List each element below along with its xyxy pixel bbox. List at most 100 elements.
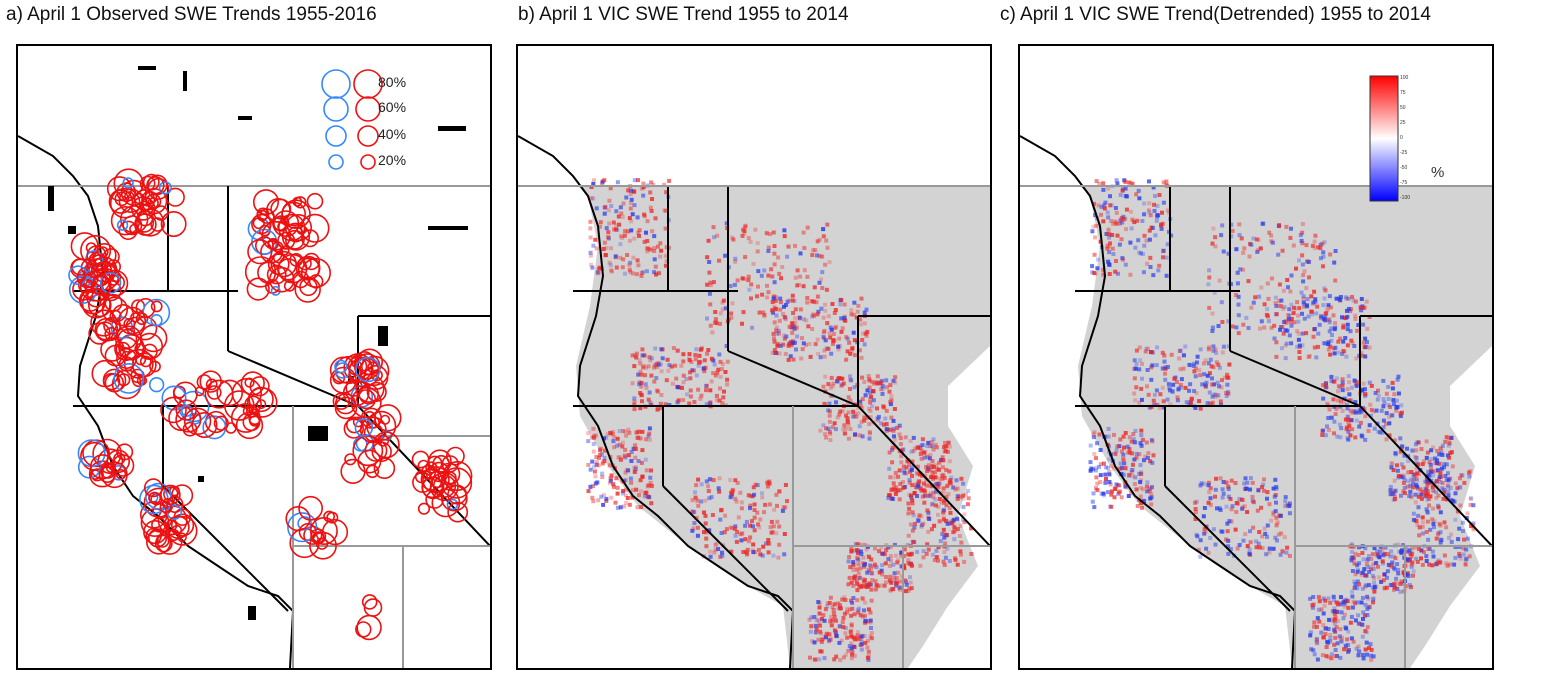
trend-pixel (1258, 326, 1262, 331)
trend-pixel (1414, 456, 1419, 460)
trend-pixel (622, 233, 627, 238)
trend-circle (159, 500, 172, 514)
trend-circle (161, 385, 187, 411)
trend-pixel (958, 524, 963, 528)
trend-pixel (1206, 361, 1211, 366)
trend-pixel (708, 302, 713, 307)
trend-circle (90, 468, 104, 482)
trend-pixel (859, 552, 864, 557)
trend-pixel (602, 436, 606, 441)
trend-pixel (1132, 220, 1137, 225)
trend-pixel (944, 533, 949, 537)
trend-pixel (774, 492, 779, 497)
trend-pixel (1142, 243, 1147, 248)
trend-circle (427, 449, 452, 474)
trend-pixel (782, 552, 787, 557)
trend-pixel (1382, 572, 1387, 577)
trend-pixel (856, 571, 861, 576)
trend-pixel (948, 480, 953, 485)
trend-pixel (853, 414, 858, 419)
trend-pixel (1334, 625, 1339, 630)
trend-pixel (702, 530, 706, 535)
trend-pixel (1332, 642, 1337, 647)
trend-pixel (931, 495, 936, 500)
trend-pixel (1094, 475, 1099, 480)
trend-pixel (652, 249, 657, 253)
trend-pixel (1359, 409, 1364, 414)
trend-pixel (958, 549, 963, 554)
trend-pixel (636, 178, 640, 183)
colorbar-tick-label: -100 (1400, 195, 1410, 201)
trend-pixel (839, 638, 844, 643)
trend-circle (357, 449, 382, 474)
trend-pixel (816, 600, 821, 604)
trend-pixel (1181, 366, 1186, 371)
trend-pixel (1202, 531, 1207, 536)
trend-pixel (1310, 312, 1315, 317)
trend-pixel (1393, 585, 1397, 590)
trend-pixel (717, 258, 721, 263)
trend-pixel (855, 309, 860, 314)
trend-pixel (717, 352, 722, 357)
trend-pixel (1168, 388, 1172, 393)
trend-pixel (696, 387, 701, 392)
trend-pixel (1300, 253, 1305, 258)
trend-pixel (1314, 624, 1319, 629)
trend-pixel (1262, 477, 1266, 482)
trend-pixel (1278, 552, 1283, 557)
trend-pixel (632, 402, 637, 407)
trend-pixel (1442, 462, 1447, 467)
trend-pixel (634, 447, 638, 451)
trend-circle (175, 399, 197, 421)
trend-pixel (1398, 411, 1403, 416)
trend-pixel (1458, 503, 1463, 508)
trend-pixel (830, 384, 835, 389)
trend-pixel (1360, 551, 1365, 555)
trend-pixel (1395, 468, 1400, 473)
trend-pixel (1127, 435, 1132, 440)
trend-pixel (1332, 260, 1337, 265)
trend-pixel (926, 510, 931, 515)
trend-pixel (1350, 605, 1355, 610)
trend-pixel (860, 375, 865, 380)
trend-pixel (891, 428, 896, 433)
trend-pixel (636, 429, 641, 434)
trend-pixel (586, 431, 591, 436)
trend-pixel (858, 317, 863, 322)
trend-pixel (848, 387, 852, 391)
trend-pixel (1329, 374, 1334, 379)
trend-pixel (758, 552, 763, 557)
trend-pixel (1296, 337, 1301, 342)
trend-circle (352, 416, 364, 428)
trend-pixel (1102, 203, 1107, 208)
trend-circle (146, 176, 165, 195)
trend-pixel (713, 317, 718, 322)
trend-pixel (800, 336, 804, 341)
trend-pixel (1302, 316, 1307, 321)
trend-pixel (1372, 426, 1377, 431)
trend-pixel (771, 553, 776, 558)
trend-pixel (908, 439, 913, 443)
trend-pixel (626, 229, 631, 234)
trend-pixel (734, 499, 739, 504)
trend-pixel (821, 423, 826, 428)
trend-pixel (1280, 248, 1285, 253)
trend-circle (246, 387, 278, 418)
trend-pixel (1357, 649, 1362, 654)
trend-pixel (930, 552, 935, 557)
trend-pixel (1450, 464, 1455, 469)
trend-pixel (1393, 497, 1397, 501)
trend-pixel (1323, 315, 1328, 320)
trend-pixel (814, 627, 819, 632)
trend-pixel (1345, 637, 1350, 642)
trend-pixel (1436, 505, 1441, 510)
trend-pixel (1424, 455, 1429, 460)
trend-pixel (586, 462, 591, 467)
trend-pixel (883, 561, 888, 566)
trend-pixel (766, 249, 771, 253)
trend-pixel (1093, 213, 1098, 218)
trend-pixel (1112, 466, 1116, 471)
trend-pixel (1137, 196, 1142, 201)
trend-pixel (633, 443, 638, 448)
trend-pixel (1141, 487, 1145, 492)
